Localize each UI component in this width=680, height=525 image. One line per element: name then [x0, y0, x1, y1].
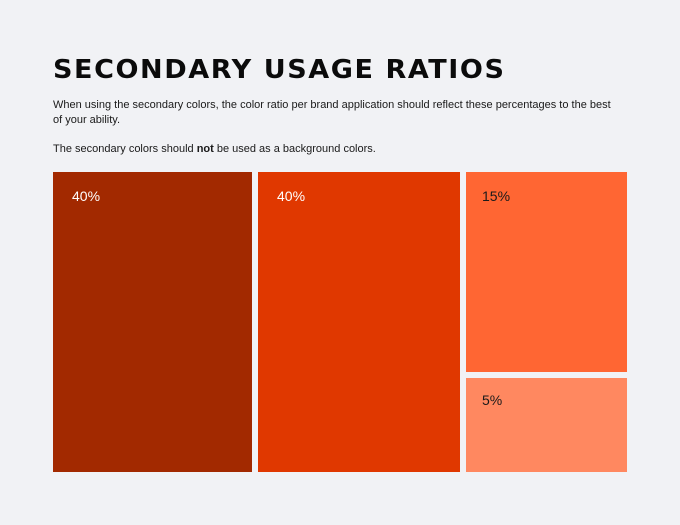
- ratio-block-primary-orange: 40%: [258, 172, 460, 472]
- ratio-block-lightest-orange: 5%: [466, 378, 627, 472]
- usage-note-before: The secondary colors should: [53, 143, 197, 155]
- usage-note: The secondary colors should not be used …: [53, 142, 376, 157]
- intro-text: When using the secondary colors, the col…: [53, 99, 611, 126]
- ratio-block-primary-dark: 40%: [53, 172, 252, 472]
- ratio-label: 40%: [277, 188, 306, 204]
- ratio-label: 5%: [482, 392, 503, 408]
- ratio-label: 40%: [72, 188, 101, 204]
- usage-note-emphasis: not: [196, 143, 214, 155]
- ratio-label: 15%: [482, 188, 511, 204]
- page-title: SECONDARY USAGE RATIOS: [53, 55, 506, 85]
- ratio-block-light-orange: 15%: [466, 172, 627, 372]
- usage-note-after: be used as a background colors.: [213, 143, 376, 155]
